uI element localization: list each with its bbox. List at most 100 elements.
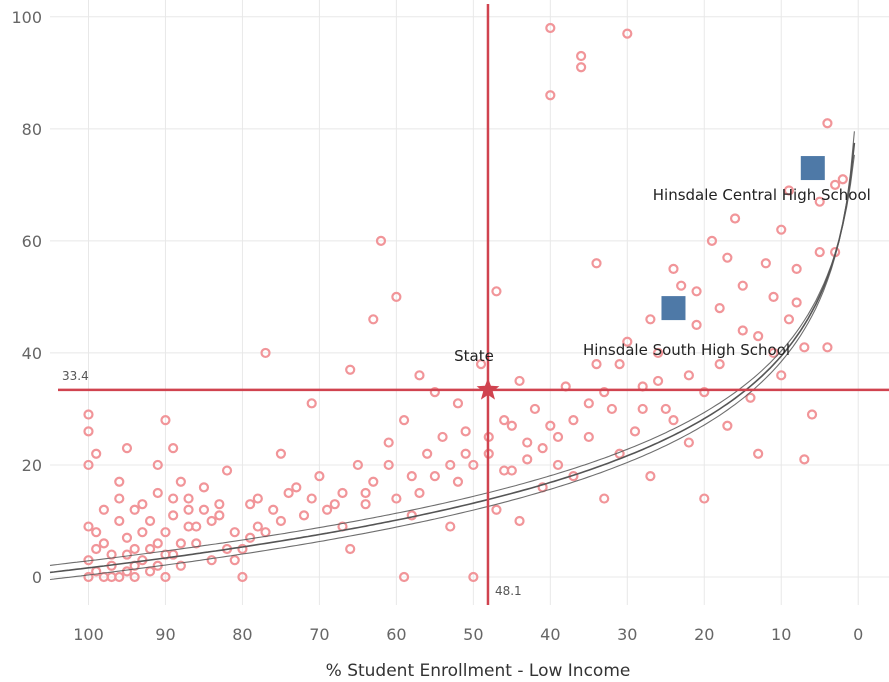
data-point (237, 571, 248, 583)
data-point (645, 314, 656, 325)
data-point (375, 235, 387, 246)
data-point (137, 527, 148, 538)
data-point (144, 515, 156, 527)
data-point (452, 398, 464, 409)
data-point (398, 571, 410, 583)
data-point (706, 235, 718, 246)
data-point (91, 543, 102, 555)
data-point (144, 543, 156, 555)
data-point (522, 454, 533, 465)
data-point (298, 510, 310, 521)
data-point (699, 493, 710, 504)
data-point (452, 476, 464, 487)
data-point (206, 555, 217, 566)
data-point (306, 493, 317, 504)
state-label: State (454, 347, 494, 365)
data-point (637, 403, 648, 415)
data-point (306, 398, 317, 409)
data-point (522, 437, 533, 448)
data-point (198, 504, 210, 515)
hinsdale-south-label: Hinsdale South High School (583, 341, 790, 359)
hinsdale-central-marker[interactable] (800, 156, 825, 181)
data-point (753, 448, 764, 459)
data-point (160, 415, 171, 426)
data-point (668, 415, 679, 426)
reference-line-vertical-label: 48.1 (495, 584, 522, 598)
data-point (160, 571, 171, 583)
data-point (337, 487, 348, 499)
data-point (283, 487, 294, 499)
data-point (591, 258, 602, 269)
data-point (98, 504, 109, 515)
trend-line (49, 131, 856, 581)
x-tick-label: 100 (73, 625, 104, 644)
data-point (460, 448, 471, 459)
data-point (475, 359, 487, 370)
y-tick-label: 60 (22, 232, 42, 251)
data-point (776, 224, 787, 235)
data-point (722, 420, 733, 431)
data-point (183, 521, 194, 532)
y-tick-label: 100 (11, 8, 42, 27)
x-axis-title: % Student Enrollment - Low Income (326, 661, 631, 681)
data-point (460, 426, 471, 437)
data-point (129, 571, 140, 583)
data-point (414, 370, 425, 381)
data-point (714, 303, 725, 314)
data-point (837, 174, 848, 185)
data-point (668, 263, 679, 274)
x-tick-label: 30 (617, 625, 637, 644)
data-point (599, 493, 610, 504)
state-star-icon[interactable] (476, 377, 500, 400)
data-point (221, 465, 233, 476)
data-point (129, 504, 140, 515)
data-point (121, 566, 133, 577)
data-points (83, 22, 848, 583)
data-point (260, 347, 271, 359)
data-point (622, 336, 633, 347)
data-point (576, 50, 587, 62)
hinsdale-south-marker[interactable] (661, 296, 686, 321)
data-point (445, 521, 456, 532)
data-point (314, 471, 325, 482)
data-point (152, 487, 163, 499)
data-point (437, 431, 448, 443)
data-point (683, 437, 694, 448)
data-point (422, 448, 433, 459)
data-point (383, 437, 394, 448)
data-point (429, 471, 440, 482)
data-point (275, 448, 287, 459)
data-point (676, 280, 687, 291)
data-point (175, 476, 186, 487)
x-tick-label: 40 (540, 625, 560, 644)
data-point (206, 515, 217, 527)
data-point (360, 499, 371, 510)
data-point (368, 314, 379, 325)
data-point (614, 359, 625, 370)
data-point (799, 454, 810, 465)
data-point (352, 459, 363, 471)
data-point (583, 398, 594, 409)
trend-confidence-band (49, 131, 855, 581)
data-point (660, 403, 671, 415)
data-point (121, 532, 133, 543)
data-point (121, 443, 133, 454)
data-point (260, 527, 271, 538)
data-point (529, 403, 541, 415)
data-point (683, 370, 694, 381)
data-point (737, 280, 748, 291)
x-tick-label: 0 (853, 625, 863, 644)
data-point (106, 549, 117, 560)
y-tick-label: 20 (22, 456, 42, 475)
data-point (175, 538, 186, 549)
data-point (245, 532, 256, 543)
data-point (414, 487, 425, 499)
data-point (545, 22, 556, 34)
data-point (545, 90, 556, 101)
data-point (152, 538, 163, 549)
data-point (753, 331, 764, 342)
data-point (229, 527, 240, 538)
data-point (491, 504, 502, 515)
data-point (191, 538, 202, 549)
